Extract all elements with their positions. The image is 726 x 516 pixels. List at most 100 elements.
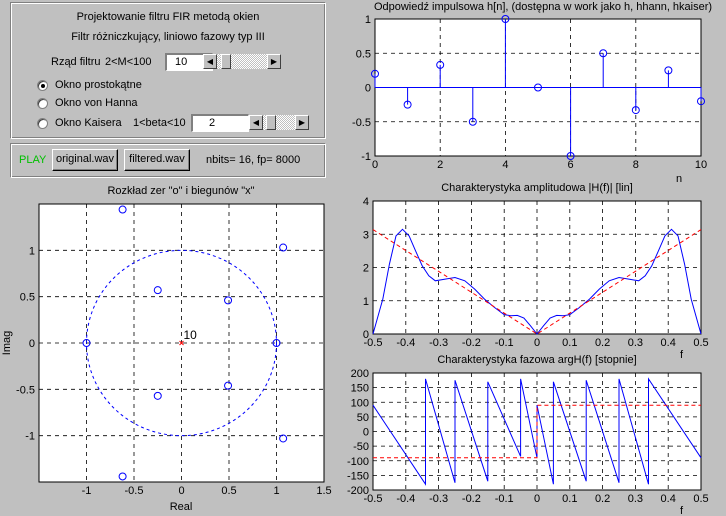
kaiser-window-label[interactable]: Okno Kaisera [55,117,122,129]
order-slider-thumb[interactable] [221,54,231,69]
phase-plot: Charakterystyka fazowa argH(f) [stopnie]… [347,354,709,516]
unit-circle [86,249,277,437]
rect-window-label[interactable]: Okno prostokątne [55,79,142,91]
amp-xtick-label: 0.1 [562,337,577,349]
beta-slider-right-arrow[interactable]: ▶ [295,115,309,130]
impulse-ytick-label: -0.5 [352,117,371,129]
impulse-marker [697,97,705,106]
zero-marker [82,339,91,347]
phase-title: Charakterystyka fazowa argH(f) [stopnie] [437,354,636,366]
amp-xlabel: f [680,349,684,360]
phase-ytick-label: 50 [357,412,369,424]
beta-slider-thumb[interactable] [266,115,276,130]
zero-marker [224,381,233,390]
zero-marker [224,296,233,305]
amp-ytick-label: 4 [363,196,369,208]
impulse-marker [664,66,673,75]
impulse-marker [566,152,575,160]
impulse-xtick-label: 4 [502,159,508,171]
zero-marker [153,286,162,295]
zero-marker [153,391,162,400]
zero-marker [279,434,288,443]
phase-xtick-label: 0.5 [693,493,708,505]
phase-xtick-label: 0.4 [661,493,676,505]
zero-marker [279,243,288,252]
play-label[interactable]: PLAY [19,154,47,166]
radio-hann-window[interactable] [37,98,48,109]
radio-kaiser-window[interactable] [37,118,48,129]
amplitude-plot: Charakterystyka amplitudowa |H(f)| [lin]… [363,182,709,360]
amp-ytick-label: 1 [363,296,369,308]
amp-xtick-label: 0.2 [595,337,610,349]
amp-xtick-label: 0.3 [628,337,643,349]
hann-window-label[interactable]: Okno von Hanna [55,97,138,109]
amp-title: Charakterystyka amplitudowa |H(f)| [lin] [441,182,633,194]
amp-xtick-label: -0.3 [429,337,448,349]
order-slider-right-arrow[interactable]: ▶ [267,54,281,69]
order-slider-left-arrow[interactable]: ◀ [203,54,217,69]
phase-xtick-label: -0.2 [462,493,481,505]
phase-ytick-label: -150 [347,470,369,482]
impulse-title: Odpowiedź impulsowa h[n], (dostępna w wo… [374,1,712,13]
impulse-ytick-label: 1 [365,14,371,26]
pz-ytick-label: 0.5 [20,292,35,304]
impulse-ytick-label: 0 [365,83,371,95]
beta-slider-left-arrow[interactable]: ◀ [249,115,263,130]
beta-range-label: 1<beta<10 [133,117,186,129]
pz-xtick-label: -1 [82,485,92,497]
zero-marker [272,339,281,347]
amp-ytick-label: 2 [363,263,369,275]
panel-subtitle: Filtr różniczkujący, liniowo fazowy typ … [71,31,265,43]
radio-rect-window[interactable] [37,80,48,91]
pz-xtick-label: 1 [273,485,279,497]
audio-info: nbits= 16, fp= 8000 [206,154,301,166]
amp-xtick-label: -0.2 [462,337,481,349]
impulse-xtick-label: 8 [633,159,639,171]
amp-ytick-label: 0 [363,329,369,341]
pz-ytick-label: -1 [25,431,35,443]
phase-ytick-label: 200 [351,368,369,380]
pole-marker [179,340,184,346]
phase-ytick-label: -200 [347,485,369,497]
original-wav-button[interactable]: original.wav [52,149,118,171]
amp-xtick-label: 0.5 [693,337,708,349]
impulse-marker [403,100,412,109]
panel-title: Projektowanie filtru FIR metodą okien [76,11,260,23]
amp-response-line [372,228,702,335]
impulse-marker [599,49,608,58]
impulse-marker [631,106,640,115]
pole-multiplicity-label: 10 [184,328,198,342]
impulse-marker [468,117,477,126]
beta-input[interactable]: 2 [191,114,249,132]
impulse-xtick-label: 6 [568,159,574,171]
pz-xlabel: Real [170,501,193,513]
filtered-wav-button[interactable]: filtered.wav [124,149,190,171]
phase-xtick-label: -0.3 [429,493,448,505]
impulse-ytick-label: 0.5 [356,48,371,60]
amp-xtick-label: -0.5 [364,337,383,349]
phase-xtick-label: 0 [534,493,540,505]
pz-ytick-label: 0 [29,338,35,350]
impulse-marker [501,15,510,23]
impulse-marker [436,60,445,69]
phase-xtick-label: 0.1 [562,493,577,505]
phase-ytick-label: 100 [351,397,369,409]
impulse-marker [534,83,542,92]
pz-xtick-label: 0.5 [221,485,236,497]
zero-marker [118,205,127,214]
phase-ideal-line [373,404,701,459]
pz-title: Rozkład zer "o" i biegunów "x" [107,185,254,197]
phase-xtick-label: -0.1 [495,493,514,505]
impulse-response-plot: Odpowiedź impulsowa h[n], (dostępna w wo… [352,1,712,185]
pz-xtick-label: 1.5 [316,485,331,497]
phase-xlabel: f [680,505,684,516]
impulse-xtick-label: 0 [372,159,378,171]
phase-xtick-label: -0.5 [364,493,383,505]
pole-zero-plot: Rozkład zer "o" i biegunów "x" -1 -0.5 0 0.… [1,185,332,513]
pz-xtick-label: 0 [178,485,184,497]
pz-xtick-label: -0.5 [125,485,144,497]
phase-ytick-label: -100 [347,456,369,468]
impulse-xtick-label: 10 [695,159,707,171]
amp-ideal-line [372,229,702,335]
order-label: Rząd filtru [51,56,101,68]
